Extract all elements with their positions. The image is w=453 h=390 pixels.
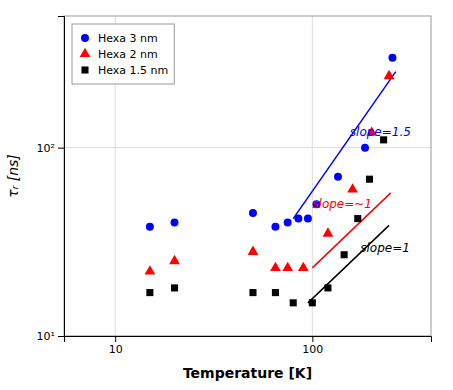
point: [347, 183, 358, 192]
y-tick: 10¹: [37, 330, 64, 343]
annotation: slope=~1: [312, 197, 372, 211]
point: [384, 70, 395, 79]
slope-line: [308, 225, 389, 302]
y-axis: 10¹ 10²: [37, 17, 65, 344]
legend-symbol: [80, 48, 91, 57]
point-series: [146, 54, 397, 231]
y-grid-line: [64, 147, 431, 148]
point: [249, 209, 257, 217]
y-axis-line: [58, 17, 65, 337]
x-tick: 10: [109, 336, 123, 356]
marks: [145, 54, 397, 307]
point-series: [145, 70, 395, 275]
point: [282, 262, 293, 271]
legend-label: Hexa 1.5 nm: [98, 64, 168, 77]
point: [249, 289, 256, 296]
y-axis-title: τᵣ [ns]: [5, 154, 21, 198]
y-tick: 10²: [37, 142, 64, 155]
point: [341, 251, 348, 258]
point: [171, 219, 179, 227]
x-tick-label: 100: [302, 343, 323, 356]
point: [146, 289, 153, 296]
x-tick-label: 10: [109, 343, 123, 356]
x-axis-line: [65, 337, 432, 343]
x-grid-line: [312, 16, 313, 336]
plot-frame: [64, 16, 431, 336]
legend: Hexa 3 nm Hexa 2 nm Hexa 1.5 nm: [72, 24, 174, 84]
point: [324, 284, 331, 291]
point: [334, 173, 342, 181]
point: [272, 289, 279, 296]
y-tick-mark: [58, 148, 64, 149]
legend-symbol: [81, 34, 89, 42]
point: [304, 215, 312, 223]
legend-box: [72, 24, 174, 84]
point: [388, 54, 396, 62]
point: [271, 223, 279, 231]
y-tick-label: 10²: [37, 142, 55, 155]
point: [284, 219, 292, 227]
point-series: [146, 136, 387, 306]
point: [298, 262, 309, 271]
point: [354, 215, 361, 222]
point: [290, 299, 297, 306]
point: [270, 262, 281, 271]
point: [309, 299, 316, 306]
slope-line: [312, 193, 390, 268]
legend-label: Hexa 2 nm: [98, 48, 158, 61]
point: [323, 227, 334, 236]
x-tick-mark: [115, 336, 116, 342]
x-tick-mark: [312, 336, 313, 342]
point: [169, 255, 180, 264]
slope-line: [293, 72, 396, 219]
y-tick-label: 10¹: [37, 330, 55, 343]
x-axis: 10 100: [65, 336, 432, 356]
point: [146, 223, 154, 231]
x-axis-title: Temperature [K]: [183, 365, 312, 381]
point: [361, 144, 369, 152]
point: [145, 265, 156, 274]
point: [248, 246, 259, 255]
y-tick-mark: [58, 336, 64, 337]
plot-area: 10 100 10¹ 10² slope=1.5 slope=~1 slope=1 Hexa …: [37, 16, 432, 356]
annotation: slope=1: [360, 241, 410, 255]
point: [366, 176, 373, 183]
legend-label: Hexa 3 nm: [98, 32, 158, 45]
annotations: slope=1.5 slope=~1 slope=1: [312, 125, 411, 255]
chart-container: 10 100 10¹ 10² slope=1.5 slope=~1 slope=1 Hexa …: [0, 0, 453, 390]
grid: [64, 16, 431, 336]
x-tick: 100: [302, 336, 323, 356]
chart-svg: 10 100 10¹ 10² slope=1.5 slope=~1 slope=1 Hexa …: [0, 0, 453, 390]
point: [294, 215, 302, 223]
point: [171, 284, 178, 291]
legend-symbol: [81, 66, 88, 73]
annotation: slope=1.5: [350, 125, 411, 139]
